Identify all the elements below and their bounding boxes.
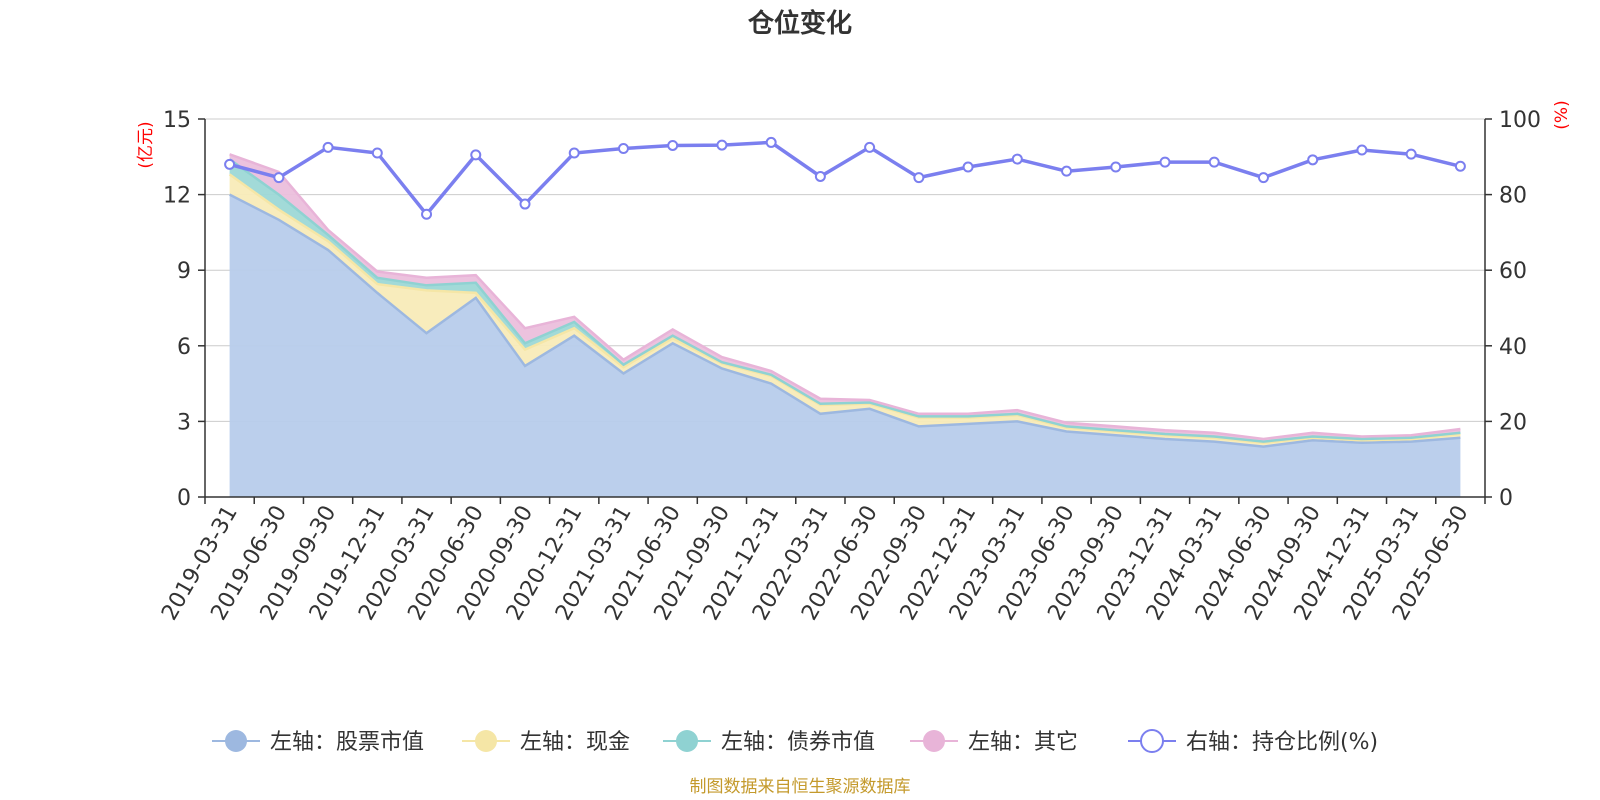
area-line-series-2 [228, 158, 1461, 443]
source-note: 制图数据来自恒生聚源数据库 [690, 777, 911, 797]
right-tick-label: 20 [1499, 410, 1527, 435]
ratio-point [1405, 148, 1417, 160]
left-axis-unit: (亿元) [136, 121, 156, 168]
ratio-point [421, 208, 433, 220]
legend-label-2: 左轴：债券市值 [721, 730, 875, 755]
legend-marker-2 [676, 730, 698, 752]
left-tick-label: 9 [177, 259, 191, 284]
ratio-point [470, 149, 482, 161]
legend-marker-4 [1140, 729, 1164, 753]
chart-title: 仓位变化 [747, 8, 852, 39]
left-tick-label: 6 [177, 335, 191, 360]
legend-label-1: 左轴：现金 [520, 730, 630, 755]
legend: 左轴：股票市值 左轴：现金 左轴：债券市值 左轴：其它 右轴：持仓比例(%) [212, 729, 1378, 755]
ratio-point [1208, 156, 1220, 168]
ratio-line-points [224, 136, 1466, 220]
ratio-point [1356, 144, 1368, 156]
ratio-point [814, 170, 826, 182]
stacked-areas [229, 154, 1461, 497]
right-tick-label: 40 [1499, 335, 1527, 360]
ratio-point [1257, 172, 1269, 184]
ratio-point [322, 141, 334, 153]
legend-marker-3 [923, 730, 945, 752]
ratio-point [765, 136, 777, 148]
right-tick-label: 100 [1499, 108, 1541, 133]
ratio-point [1061, 165, 1073, 177]
legend-marker-1 [475, 730, 497, 752]
right-tick-label: 0 [1499, 486, 1513, 511]
left-tick-label: 12 [163, 184, 191, 209]
right-axis-unit: (%) [1552, 100, 1572, 129]
ratio-line [229, 140, 1461, 218]
ratio-point [617, 142, 629, 154]
ratio-point [1159, 156, 1171, 168]
ratio-point [1110, 161, 1122, 173]
left-tick-label: 3 [177, 410, 191, 435]
left-tick-label: 15 [163, 108, 191, 133]
legend-marker-0 [225, 730, 247, 752]
area-series-0 [229, 194, 1461, 497]
series-lines [228, 140, 1461, 448]
ratio-point [371, 147, 383, 159]
right-tick-label: 80 [1499, 184, 1527, 209]
legend-label-0: 左轴：股票市值 [270, 730, 424, 755]
ratio-point [568, 147, 580, 159]
ratio-point [962, 161, 974, 173]
ratio-point [913, 172, 925, 184]
ratio-point [1454, 160, 1466, 172]
ratio-point [716, 139, 728, 151]
legend-label-4: 右轴：持仓比例(%) [1186, 730, 1378, 755]
ratio-point [273, 172, 285, 184]
ratio-point [1307, 154, 1319, 166]
ratio-point [224, 158, 236, 170]
ratio-point [1011, 153, 1023, 165]
ratio-point [864, 141, 876, 153]
area-line-series-0 [229, 193, 1461, 448]
legend-label-3: 左轴：其它 [968, 730, 1078, 755]
ratio-point [667, 139, 679, 151]
left-tick-label: 0 [177, 486, 191, 511]
right-tick-label: 60 [1499, 259, 1527, 284]
ratio-point [519, 198, 531, 210]
area-line-series-3 [229, 153, 1461, 441]
